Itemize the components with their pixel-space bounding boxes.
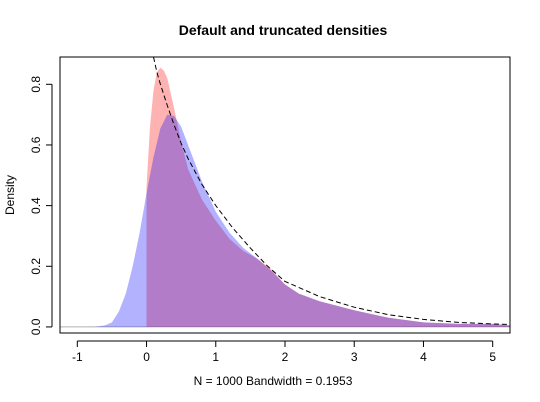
y-tick-label: 0.2 xyxy=(29,258,43,275)
x-tick-label: 3 xyxy=(351,350,358,364)
plot-frame xyxy=(59,56,511,334)
y-tick-label: 0.6 xyxy=(29,136,43,153)
x-tick-label: 1 xyxy=(212,350,219,364)
density-lines xyxy=(153,57,510,325)
x-axis: -1 0 1 2 3 4 5 xyxy=(72,340,496,364)
x-tick-label: 0 xyxy=(143,350,150,364)
chart-title: Default and truncated densities xyxy=(179,22,388,38)
y-tick-label: 0.0 xyxy=(29,318,43,335)
y-axis: 0.0 0.2 0.4 0.6 0.8 xyxy=(29,76,53,335)
x-axis-label: N = 1000 Bandwidth = 0.1953 xyxy=(194,374,353,388)
x-tick-label: -1 xyxy=(72,350,83,364)
y-axis-label: Density xyxy=(3,175,17,215)
density-line-3 xyxy=(153,57,510,325)
x-tick-label: 2 xyxy=(282,350,289,364)
density-areas xyxy=(60,67,510,328)
density-area-2 xyxy=(94,114,510,327)
y-tick-label: 0.8 xyxy=(29,76,43,93)
density-area-1 xyxy=(146,67,510,327)
y-tick-label: 0.4 xyxy=(29,197,43,214)
x-tick-label: 4 xyxy=(420,350,427,364)
x-tick-label: 5 xyxy=(489,350,496,364)
